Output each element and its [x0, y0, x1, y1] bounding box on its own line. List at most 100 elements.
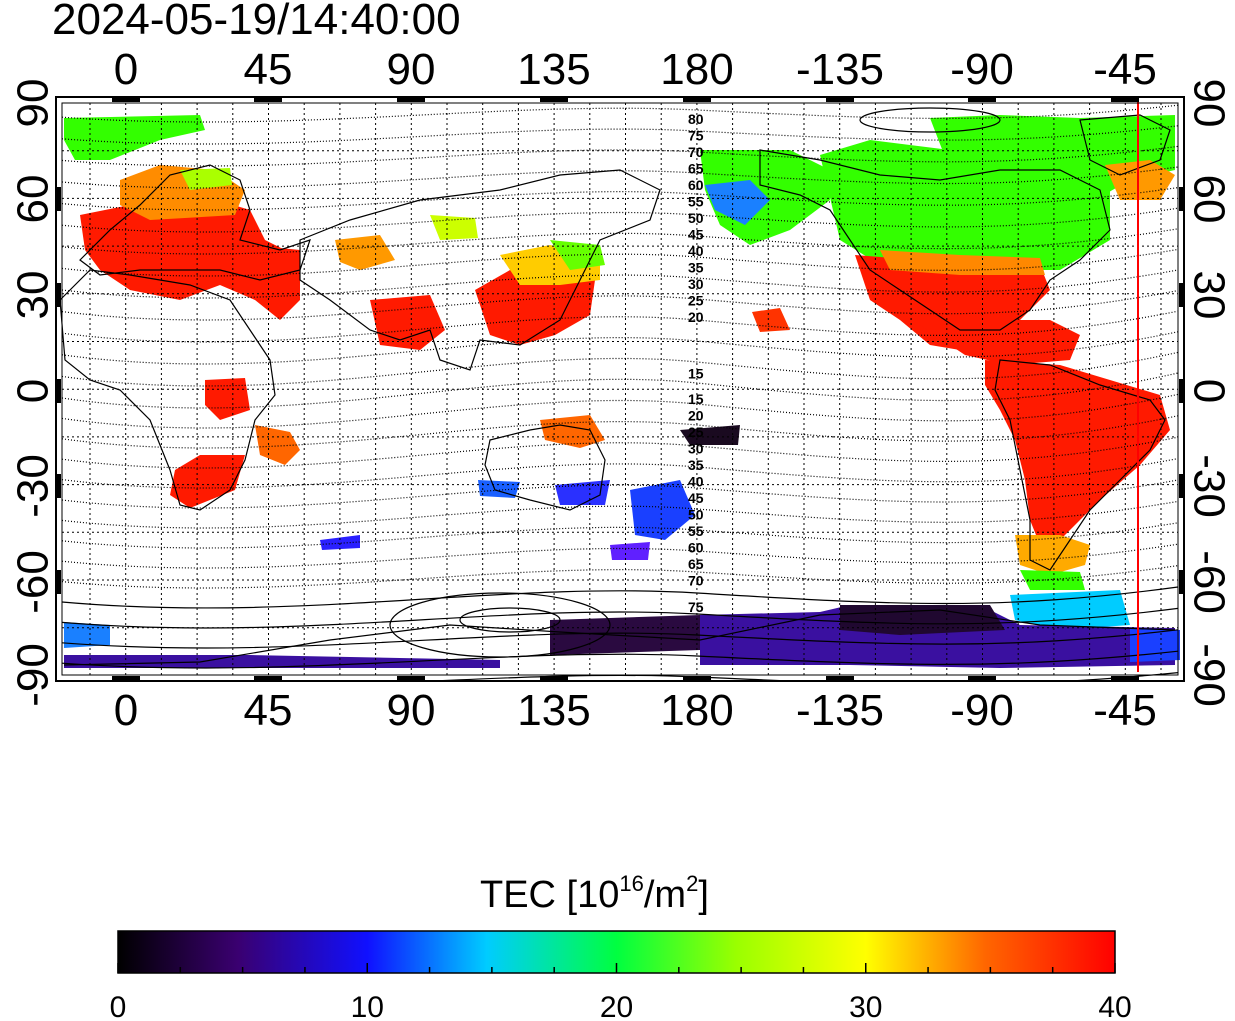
colorbar-tick-label: 20 [600, 991, 633, 1021]
contour-label-south: 65 [688, 556, 704, 572]
frame-tick-right [1179, 570, 1184, 594]
contour-line [420, 672, 1179, 681]
frame-tick-left [56, 283, 61, 307]
coast-australia [484, 424, 606, 511]
contour-line [61, 629, 1179, 649]
bottom-tick-label: 90 [387, 686, 436, 735]
contour-line [61, 145, 1179, 167]
contour-label-south: 35 [688, 457, 704, 473]
magnetic-contours [61, 104, 1179, 681]
contour-line [61, 436, 1179, 469]
contour-line [61, 269, 1179, 299]
coast-asia [299, 169, 661, 371]
contour-label-south: 75 [688, 599, 704, 615]
top-tick-label: 90 [387, 45, 436, 94]
left-tick-label: -60 [9, 550, 58, 614]
contour-line [61, 393, 1179, 429]
left-axis-labels: 90 60 30 0 -30 -60 -90 [9, 79, 58, 707]
left-tick-label: 0 [9, 379, 58, 403]
tec-region-southern-ocean-dots [320, 535, 360, 550]
map-title: 2024-05-19/14:40:00 [52, 0, 461, 44]
coast-south-america [994, 359, 1166, 571]
frame-tick-left [56, 474, 61, 498]
tec-region-madagascar [255, 425, 300, 465]
contour-line [61, 104, 1179, 123]
tec-region-antarctica-edge [64, 622, 110, 648]
contour-label-south: 50 [688, 507, 704, 523]
tec-region-central-asia [335, 235, 395, 270]
right-tick-label: 30 [1184, 271, 1233, 320]
left-tick-label: 30 [9, 271, 58, 320]
tec-region-europe [80, 195, 300, 300]
contour-label-north: 60 [688, 177, 704, 193]
colorbar-label: TEC [1016/m2] [480, 871, 709, 916]
frame-tick-top [254, 97, 282, 102]
contour-label-south: 20 [688, 408, 704, 424]
contour-label-north: 25 [688, 293, 704, 309]
frame-tick-bottom [540, 676, 568, 681]
contour-line [61, 290, 1179, 321]
frame-tick-right [1179, 379, 1184, 403]
right-tick-label: -90 [1184, 643, 1233, 707]
left-tick-label: -30 [9, 454, 58, 518]
bottom-tick-label: 0 [114, 686, 138, 735]
top-axis-labels: 0 45 90 135 180 -135 -90 -45 [114, 45, 1157, 94]
contour-pole-north [859, 107, 1001, 133]
contour-line [61, 650, 1179, 669]
frame-tick-top [112, 97, 140, 102]
left-tick-label: 90 [9, 79, 58, 128]
contour-label-north: 40 [688, 243, 704, 259]
coast-antarctica [63, 609, 1176, 666]
contour-label-north: 30 [688, 276, 704, 292]
tec-region-pacific-dots [680, 425, 740, 445]
tec-region-arctic-europe-2 [180, 168, 232, 190]
contour-line [61, 565, 1179, 589]
bottom-tick-label: 45 [244, 686, 293, 735]
contour-label-south: 15 [688, 391, 704, 407]
map-inner-frame [61, 102, 1179, 676]
tec-region-greenland [1105, 160, 1175, 200]
contour-label-south: 40 [688, 474, 704, 490]
contour-label-south: 70 [688, 573, 704, 589]
tec-region-arctic-europe [64, 115, 205, 160]
contour-line [61, 543, 1179, 569]
contour-line [61, 331, 1179, 365]
tec-region-antarctica-right [1130, 628, 1180, 662]
top-tick-label: -135 [796, 45, 884, 94]
contour-pole-south-2 [389, 592, 611, 658]
frame-tick-top [968, 97, 996, 102]
tec-region-hawaii [752, 308, 790, 332]
coastlines [59, 114, 1176, 666]
contour-line [61, 310, 1179, 343]
bottom-axis-labels: 0 45 90 135 180 -135 -90 -45 [114, 686, 1157, 735]
top-tick-label: 180 [660, 45, 733, 94]
contour-pole-south-1 [459, 607, 561, 633]
coast-africa [59, 269, 276, 511]
frame-tick-bottom [1111, 676, 1139, 681]
frame-tick-left [56, 570, 61, 594]
right-tick-label: 60 [1184, 175, 1233, 224]
contour-label-south: 55 [688, 523, 704, 539]
tec-region-south-africa [170, 455, 245, 508]
colorbar-ticks [117, 963, 1116, 973]
coast-north-america [759, 149, 1111, 331]
frame-tick-left [56, 187, 61, 211]
tec-region-middle-east [250, 245, 300, 320]
contour-line [61, 479, 1179, 509]
contour-line [61, 207, 1179, 233]
contour-label-north: 15 [688, 366, 704, 382]
contour-label-north: 80 [688, 111, 704, 127]
contour-label-north: 35 [688, 260, 704, 276]
bottom-tick-label: -135 [796, 686, 884, 735]
tec-region-east-africa [205, 378, 250, 420]
frame-tick-bottom [397, 676, 425, 681]
tec-region-new-zealand [630, 480, 695, 540]
tec-region-central-america [920, 320, 1080, 365]
contour-label-south: 25 [688, 424, 704, 440]
frame-tick-top [1111, 97, 1139, 102]
contour-line [61, 166, 1179, 189]
contour-label-north: 65 [688, 161, 704, 177]
coast-europe [79, 164, 311, 281]
bottom-tick-label: 180 [660, 686, 733, 735]
bottom-tick-label: -90 [950, 686, 1014, 735]
